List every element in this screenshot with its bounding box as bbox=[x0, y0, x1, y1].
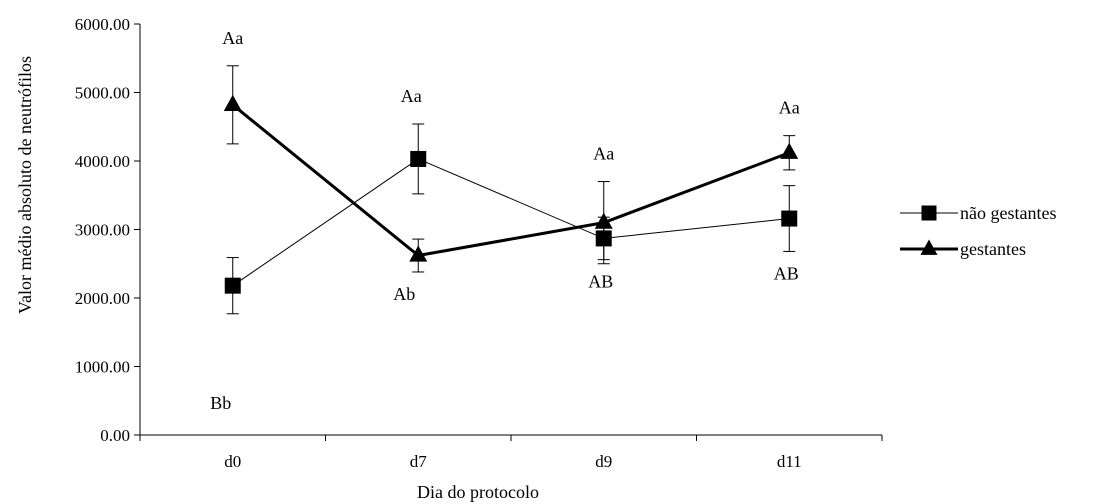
data-point-triangle bbox=[223, 94, 242, 111]
point-annotation: AB bbox=[774, 263, 799, 283]
series-nao-gestantes bbox=[224, 123, 798, 315]
legend: não gestantes gestantes bbox=[900, 203, 1056, 259]
legend-marker-square bbox=[921, 205, 937, 221]
y-tick-label: 4000.00 bbox=[75, 152, 130, 171]
y-axis-title: Valor médio absoluto de neutrófilos bbox=[15, 56, 35, 314]
data-point-square bbox=[410, 150, 427, 167]
y-tick-label: 0.00 bbox=[100, 426, 130, 445]
data-point-square bbox=[781, 210, 798, 227]
data-point-triangle bbox=[780, 142, 799, 159]
x-tick-label: d9 bbox=[595, 452, 612, 471]
x-axis-title: Dia do protocolo bbox=[417, 482, 539, 502]
y-tick-label: 3000.00 bbox=[75, 221, 130, 240]
x-tick-label: d11 bbox=[777, 452, 802, 471]
point-annotation: AB bbox=[588, 272, 613, 292]
axes bbox=[134, 23, 883, 441]
point-annotation: Aa bbox=[222, 28, 243, 48]
point-annotation: Aa bbox=[593, 144, 614, 164]
point-annotation: Bb bbox=[210, 393, 231, 413]
series-line bbox=[232, 158, 790, 287]
x-tick-label: d7 bbox=[410, 452, 428, 471]
point-annotations: Bb Aa AB AB Aa Ab Aa Aa bbox=[210, 28, 800, 413]
y-tick-label: 2000.00 bbox=[75, 289, 130, 308]
point-annotation: Ab bbox=[393, 284, 415, 304]
point-annotation: Aa bbox=[779, 98, 800, 118]
series-line bbox=[231, 103, 790, 258]
data-point-triangle bbox=[594, 212, 613, 229]
y-tick-labels: 0.00 1000.00 2000.00 3000.00 4000.00 5000.00 6… bbox=[75, 15, 130, 445]
legend-marker-triangle bbox=[920, 239, 938, 255]
legend-item: gestantes bbox=[900, 239, 1026, 259]
series-gestantes bbox=[223, 65, 799, 273]
y-tick-label: 5000.00 bbox=[75, 84, 130, 103]
y-tick-label: 6000.00 bbox=[75, 15, 130, 34]
legend-item: não gestantes bbox=[900, 203, 1056, 223]
x-tick-label: d0 bbox=[224, 452, 241, 471]
x-tick-labels: d0 d7 d9 d11 bbox=[224, 452, 801, 471]
legend-label: não gestantes bbox=[960, 203, 1056, 223]
series-layer bbox=[223, 65, 799, 315]
legend-label: gestantes bbox=[960, 239, 1026, 259]
y-tick-label: 1000.00 bbox=[75, 358, 130, 377]
data-point-triangle bbox=[409, 245, 428, 262]
point-annotation: Aa bbox=[401, 86, 422, 106]
data-point-square bbox=[224, 277, 241, 294]
